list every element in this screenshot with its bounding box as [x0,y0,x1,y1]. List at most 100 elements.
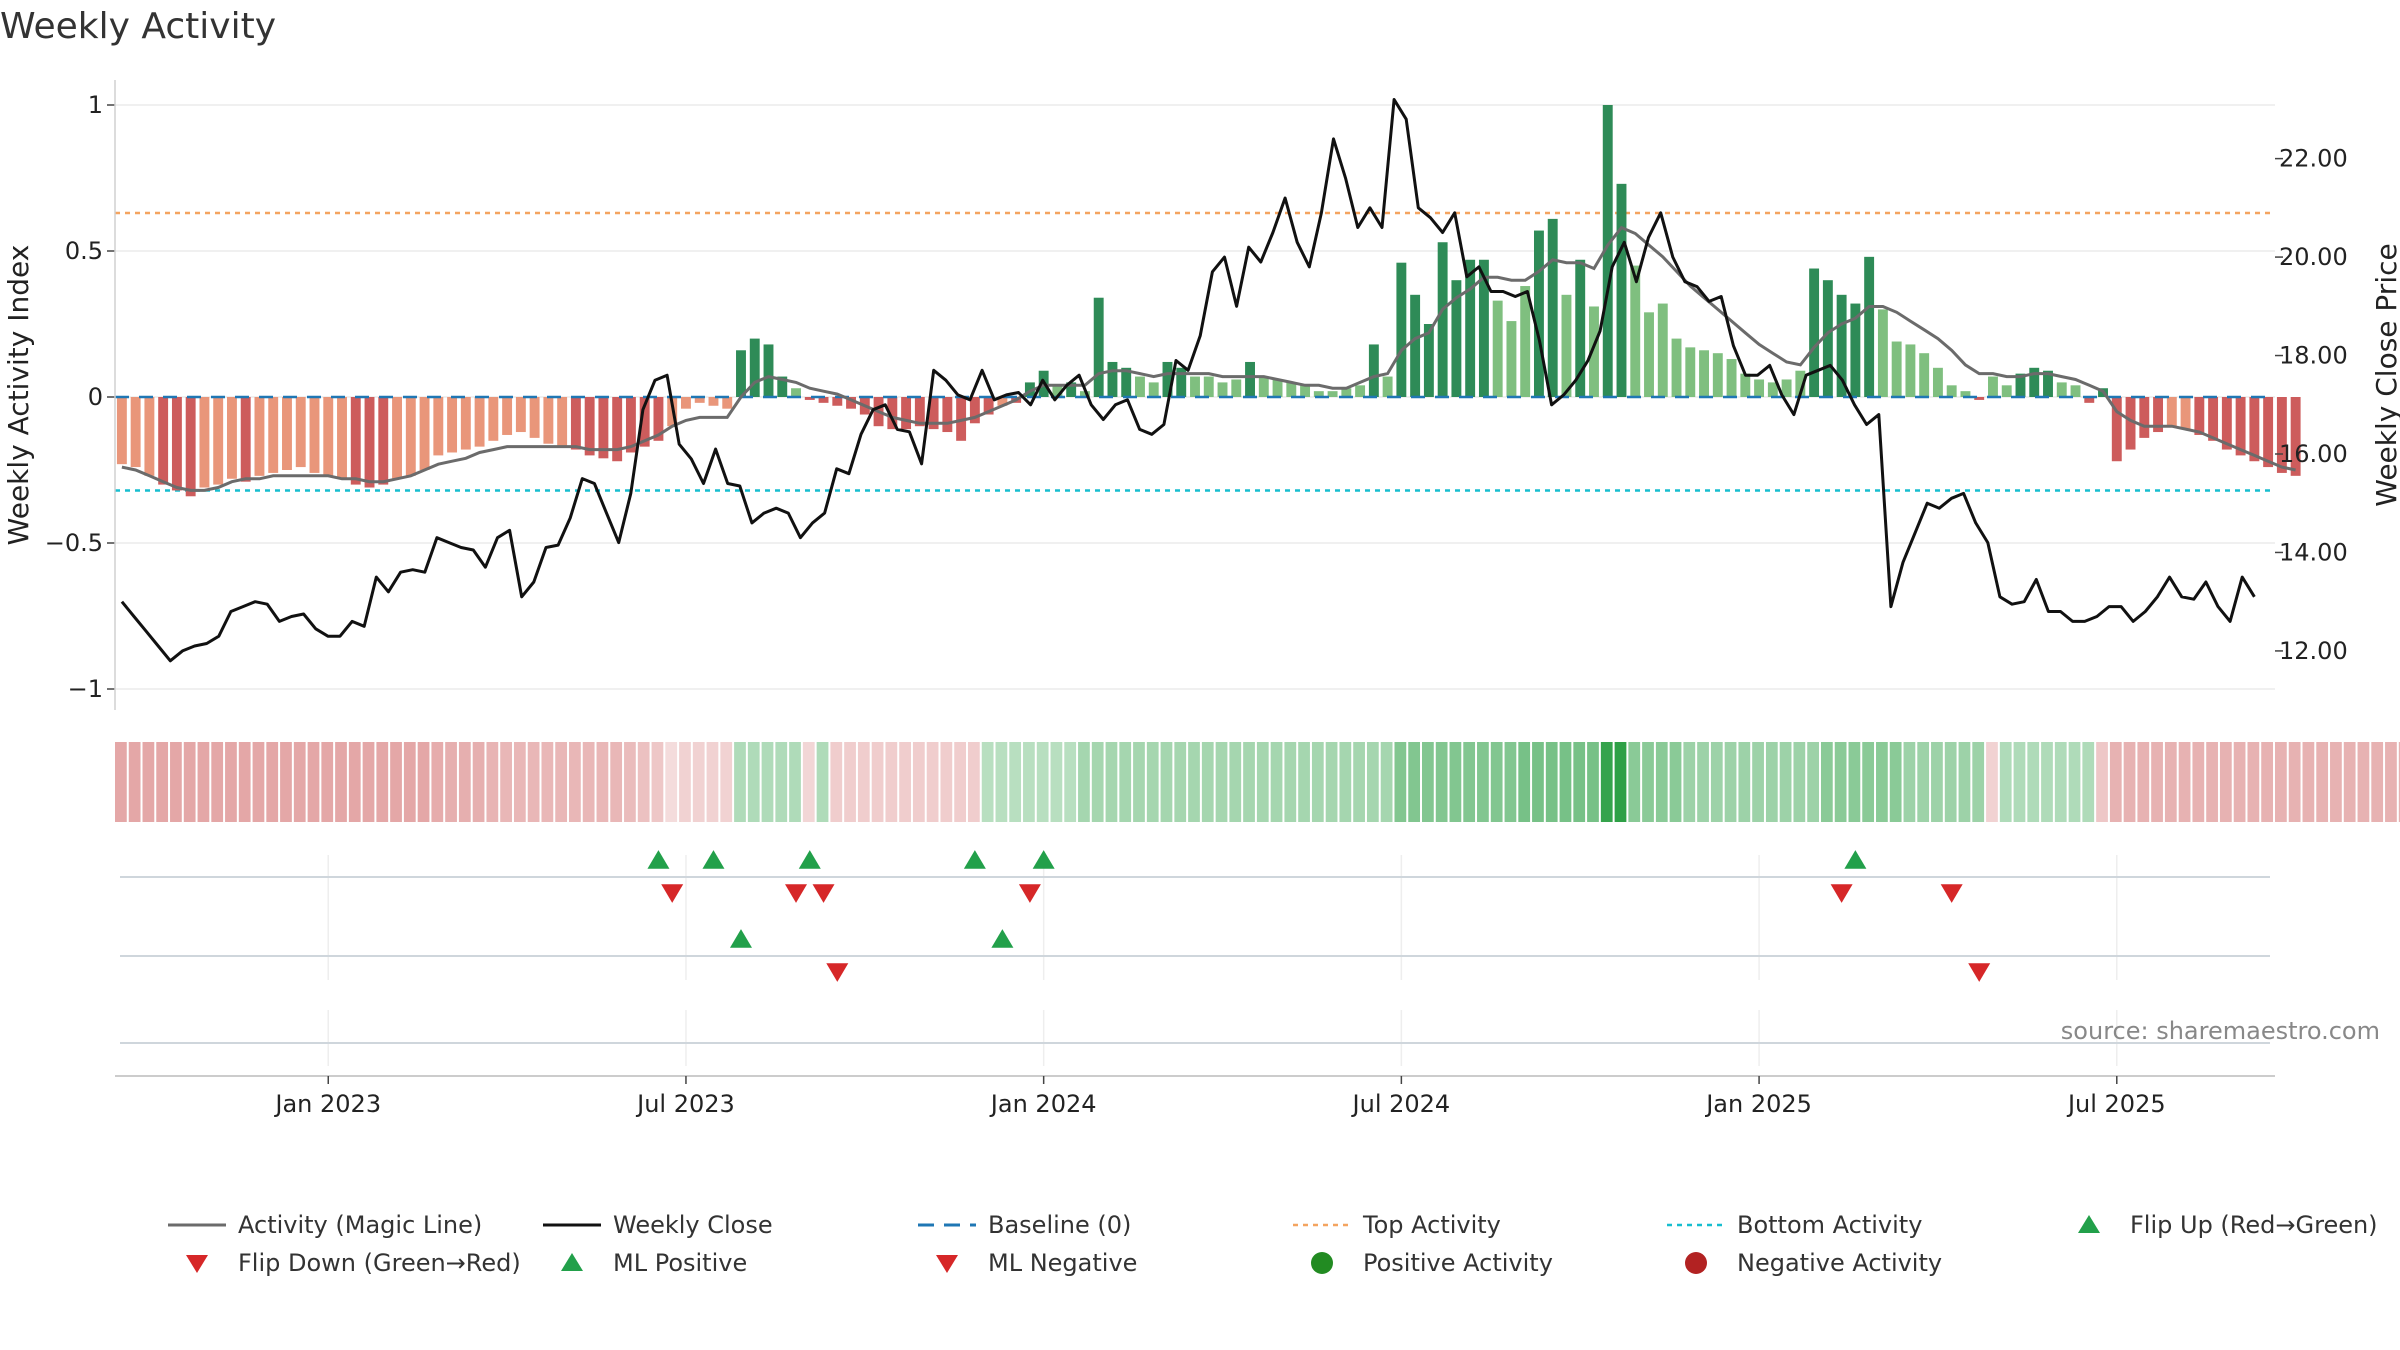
activity-bar [901,397,912,430]
heat-strip-cell [1009,742,1022,822]
heat-strip-cell [541,742,554,822]
heat-strip-cell [1091,742,1104,822]
activity-bar [171,397,182,491]
activity-bar [433,397,444,456]
heat-strip-cell [1078,742,1090,822]
heat-strip-cell [156,742,169,822]
activity-bar [1795,370,1806,397]
heat-strip-cell [2027,742,2040,822]
heat-strip-cell [967,742,980,822]
flip-up-marker [963,850,986,869]
heat-strip-cell [2054,742,2067,822]
activity-bar [1712,353,1723,397]
activity-bar [1946,385,1957,397]
flip-up-marker [1844,850,1867,869]
activity-bar [1327,391,1338,397]
heat-strip-cell [1064,742,1077,822]
heat-strip-cell [513,742,526,822]
heat-strip-cell [1518,742,1531,822]
activity-bar [2056,382,2067,397]
activity-bar [1589,306,1599,397]
activity-bar [502,397,513,435]
heat-strip-cell [2275,742,2287,822]
heat-strip-cell [555,742,568,822]
activity-bar [1891,341,1902,397]
heat-strip-cell [637,742,650,822]
heat-strip-cell [2164,742,2177,822]
heat-strip-cell [1394,742,1407,822]
heat-strip-cell [1243,742,1255,822]
heat-strip-cell [1958,742,1971,822]
activity-bar [736,350,746,397]
legend-item-top: Top Activity [1293,1211,1501,1239]
y2-axis-label: Weekly Close Price [2370,243,2400,506]
activity-bar [158,397,169,485]
heat-strip-cell [266,742,279,822]
legend-label: Negative Activity [1737,1249,1942,1277]
heat-strip-cell [2261,742,2273,822]
activity-bar [791,388,801,397]
activity-bar [846,397,857,409]
heat-strip-cell [1903,742,1916,822]
activity-bar [1313,391,1324,397]
heat-strip-cell [2178,742,2191,822]
legend-swatch-negative-dot [1685,1252,1707,1274]
activity-bar [1644,312,1654,397]
activity-bar [1960,391,1971,397]
activity-bar [282,397,292,470]
y2-tick-label: 14.00 [2279,538,2348,566]
activity-bar [144,397,155,476]
activity-bar [804,397,815,400]
activity-bar [832,397,843,406]
heat-strip-cell [238,742,251,822]
activity-bar [2070,385,2081,397]
heat-strip-cell [170,742,182,822]
activity-bar [2166,397,2177,427]
activity-bar [1877,309,1888,397]
y-tick-label: 0 [88,383,103,411]
activity-bar [337,397,347,479]
activity-bar [1423,324,1434,397]
activity-bar [1272,379,1283,397]
heat-strip-cell [1807,742,1819,822]
heat-strip-cell [2013,742,2026,822]
activity-bar [722,397,733,409]
heat-strip-cell [1422,742,1434,822]
heat-strip-cell [1435,742,1448,822]
heat-strip-cell [1353,742,1365,822]
activity-bar [1355,385,1366,397]
activity-bar [1699,350,1709,397]
y2-tick-label: 18.00 [2279,342,2348,370]
heat-strip-cell [1876,742,1888,822]
heat-strip-cell [128,742,141,822]
heat-strip-cell [2288,742,2301,822]
activity-bar [185,397,196,497]
y-tick-label: −1 [68,675,103,703]
activity-bar [378,397,389,485]
activity-bar [1616,183,1627,397]
heat-strip-cell [500,742,512,822]
heat-strip-cell [1986,742,1998,822]
reference-lines [115,211,2275,492]
heat-strip-cell [390,742,402,822]
heat-strip-cell [335,742,347,822]
heat-strip-cell [211,742,224,822]
heat-strip-cell [2192,742,2205,822]
heat-strip-cell [1215,742,1228,822]
heat-strip-cell [1779,742,1792,822]
activity-bar [1368,344,1379,397]
activity-bar [598,397,609,459]
activity-bar [543,397,554,444]
heat-strip-cell [1765,742,1778,822]
activity-bar [1809,268,1820,397]
y2-tick-label: 22.00 [2279,145,2348,173]
activity-bar [1217,382,1228,397]
activity-bar [1671,338,1682,397]
heat-strip-cell [2109,742,2122,822]
activity-bar [323,397,334,476]
heat-strip-cell [1820,742,1833,822]
activity-bar [818,397,829,403]
activity-bar [447,397,458,453]
heat-strip-cell [1133,742,1145,822]
activity-bar [1932,367,1943,397]
